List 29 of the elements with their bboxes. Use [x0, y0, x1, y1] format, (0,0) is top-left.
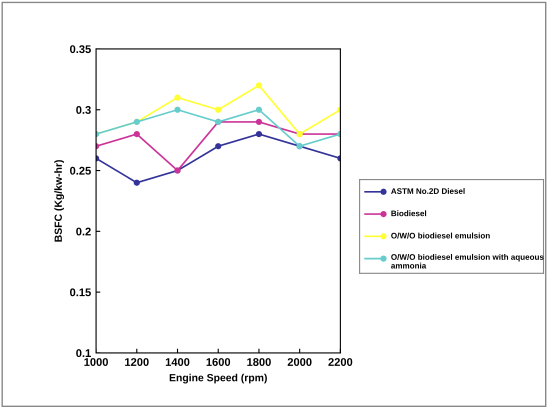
x-tick-label: 1000 [84, 358, 108, 366]
x-tick-label: 2200 [328, 358, 352, 366]
point [134, 130, 140, 138]
x-tick-label: 1400 [166, 358, 190, 366]
legend-label: O/W/O biodiesel emulsion with aqueous ammonia [391, 254, 544, 269]
point [215, 143, 222, 150]
point [174, 106, 181, 113]
point [134, 180, 140, 186]
point [174, 94, 181, 101]
x-tick-label: 1800 [247, 358, 271, 366]
y-tick-label: 0.25 [70, 166, 91, 175]
legend-label: ASTM No.2D Diesel [391, 188, 465, 194]
legend-label: Biodiesel [391, 210, 426, 216]
point [256, 118, 262, 126]
legend-label: O/W/O biodiesel emulsion [391, 232, 490, 239]
point [215, 106, 222, 113]
y-tick-label: 0.3 [76, 106, 91, 114]
y-tick-label: 0.35 [70, 45, 91, 54]
y-axis-title: BSFC (Kg/kw-hr) [54, 160, 64, 242]
y-tick-label: 0.2 [76, 228, 91, 236]
point [256, 130, 262, 138]
point [256, 82, 262, 89]
y-tick-label: 0.15 [70, 288, 91, 296]
y-tick-label: 0.1 [76, 349, 91, 358]
x-tick-label: 1600 [206, 358, 230, 366]
x-tick-label: 2000 [288, 358, 312, 366]
x-axis-title: Engine Speed (rpm) [170, 374, 267, 384]
x-tick-label: 1200 [125, 358, 149, 366]
point [256, 106, 262, 113]
